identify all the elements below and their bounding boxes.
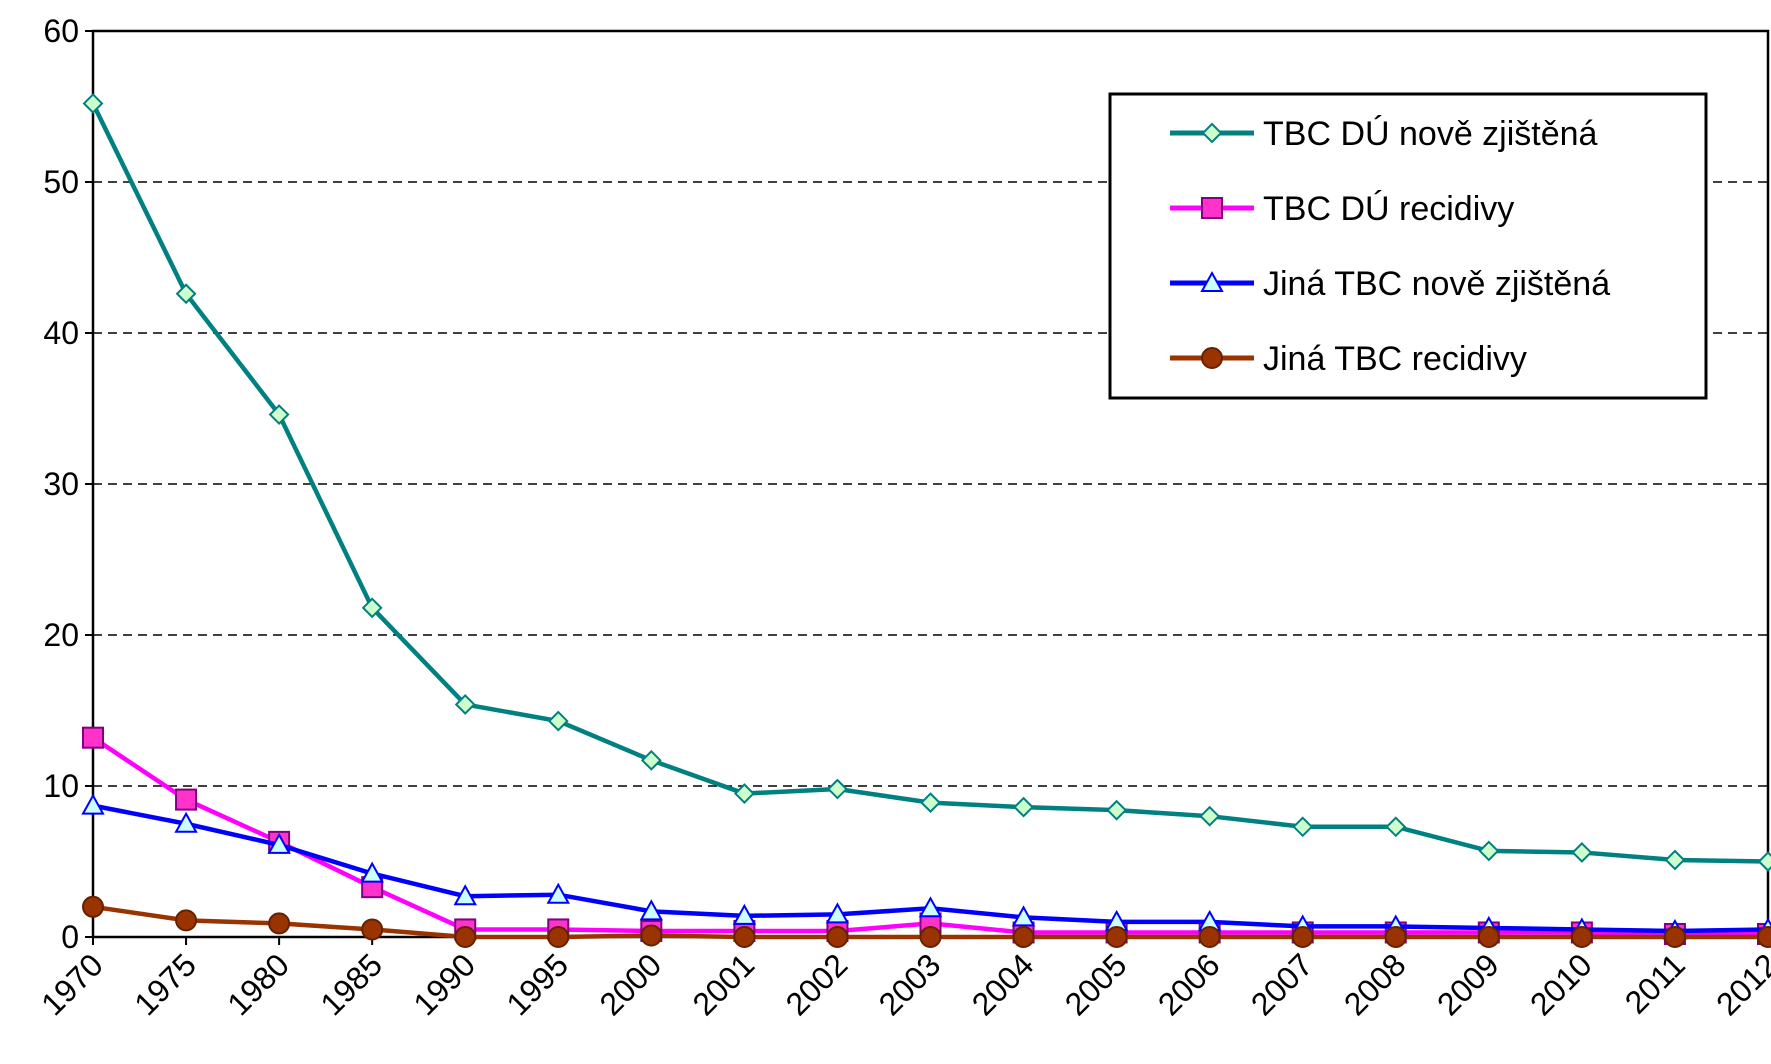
- marker: [919, 926, 942, 948]
- marker: [1201, 197, 1223, 219]
- marker: [454, 694, 476, 715]
- x-tick-label: 1995: [499, 946, 575, 1022]
- marker: [1664, 849, 1686, 871]
- marker: [1292, 816, 1314, 838]
- marker: [547, 710, 569, 732]
- x-tick-label: 2001: [686, 946, 762, 1022]
- marker: [1198, 926, 1221, 948]
- y-tick-label: 20: [43, 617, 79, 653]
- marker: [1201, 122, 1223, 144]
- marker: [1570, 926, 1593, 948]
- marker: [1199, 805, 1221, 827]
- x-tick-label: 1975: [127, 946, 203, 1022]
- y-tick-label: 40: [43, 315, 79, 351]
- y-tick-label: 30: [43, 466, 79, 502]
- y-tick-label: 0: [61, 919, 79, 955]
- y-tick-label: 60: [43, 13, 79, 49]
- x-tick-label: 2004: [965, 946, 1041, 1022]
- x-tick-label: 2000: [592, 946, 668, 1022]
- marker: [1105, 926, 1128, 948]
- marker: [640, 924, 663, 947]
- marker: [81, 793, 105, 815]
- x-tick-label: 1985: [313, 946, 389, 1022]
- marker: [733, 926, 756, 948]
- marker: [1757, 851, 1771, 872]
- marker: [361, 597, 383, 619]
- marker: [1385, 816, 1407, 838]
- x-tick-label: 1970: [34, 946, 110, 1022]
- marker: [361, 918, 384, 941]
- marker: [1011, 905, 1036, 927]
- x-tick-label: 2009: [1430, 946, 1506, 1022]
- x-tick-label: 2006: [1151, 946, 1227, 1022]
- marker: [1663, 926, 1686, 948]
- marker: [918, 896, 943, 918]
- marker: [547, 926, 570, 948]
- marker: [825, 902, 850, 924]
- marker: [268, 912, 291, 935]
- series: [82, 895, 1771, 948]
- x-tick-label: 2003: [872, 946, 948, 1022]
- marker: [733, 783, 755, 804]
- marker: [82, 93, 104, 114]
- legend-label: TBC DÚ recidivy: [1263, 190, 1514, 228]
- marker: [268, 404, 290, 425]
- marker: [1291, 926, 1314, 948]
- x-tick-label: 2008: [1337, 946, 1413, 1022]
- marker: [732, 903, 757, 925]
- marker: [1200, 270, 1224, 292]
- marker: [267, 832, 291, 854]
- legend-label: Jiná TBC nově zjištěná: [1263, 265, 1610, 303]
- marker: [1012, 926, 1035, 948]
- marker: [1384, 926, 1407, 948]
- marker: [360, 861, 384, 883]
- x-tick-label: 2002: [779, 946, 855, 1022]
- y-tick-label: 10: [43, 768, 79, 804]
- legend-label: TBC DÚ nově zjištěná: [1263, 115, 1598, 153]
- marker: [1571, 842, 1593, 863]
- marker: [1757, 926, 1771, 948]
- x-tick-label: 2011: [1618, 946, 1692, 1020]
- marker: [1106, 799, 1128, 821]
- x-tick-label: 2007: [1244, 946, 1320, 1022]
- marker: [174, 811, 198, 833]
- x-tick-label: 2012: [1709, 946, 1771, 1022]
- marker: [82, 726, 104, 749]
- marker: [827, 778, 848, 800]
- series: [82, 93, 1771, 872]
- marker: [454, 926, 477, 948]
- marker: [453, 884, 477, 906]
- marker: [1201, 347, 1223, 369]
- marker: [640, 749, 662, 771]
- marker: [1477, 926, 1500, 948]
- x-tick-label: 1990: [406, 946, 482, 1022]
- marker: [175, 283, 197, 305]
- marker: [639, 899, 664, 921]
- marker: [920, 792, 941, 814]
- legend-label: Jiná TBC recidivy: [1263, 340, 1527, 378]
- marker: [1478, 840, 1500, 862]
- marker: [826, 926, 849, 948]
- marker: [175, 909, 198, 932]
- x-tick-label: 1980: [220, 946, 296, 1022]
- x-tick-label: 2010: [1523, 946, 1599, 1022]
- x-tick-label: 2005: [1058, 946, 1134, 1022]
- marker: [82, 895, 104, 918]
- marker: [546, 882, 570, 904]
- y-tick-label: 50: [43, 164, 79, 200]
- marker: [175, 788, 198, 811]
- marker: [1013, 796, 1034, 818]
